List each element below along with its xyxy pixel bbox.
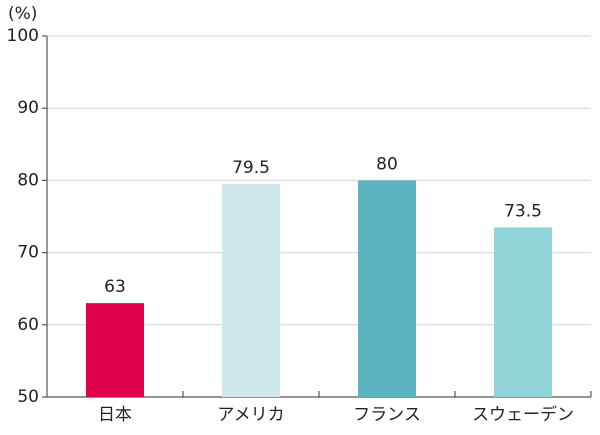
y-tick-label: 50 bbox=[17, 387, 39, 407]
bar bbox=[494, 227, 552, 397]
x-tick-label: アメリカ bbox=[217, 405, 284, 425]
y-tick-label: 90 bbox=[17, 98, 39, 118]
y-axis-label: (%) bbox=[8, 4, 37, 24]
bar bbox=[358, 180, 416, 397]
data-label: 73.5 bbox=[504, 201, 542, 221]
x-tick-label: スウェーデン bbox=[472, 404, 574, 425]
x-tick-label: フランス bbox=[353, 405, 421, 425]
data-label: 79.5 bbox=[232, 158, 270, 178]
bar bbox=[86, 303, 144, 397]
bar bbox=[222, 184, 280, 397]
y-tick-label: 70 bbox=[17, 243, 39, 263]
x-tick-label: 日本 bbox=[98, 405, 132, 425]
data-label: 63 bbox=[104, 277, 126, 297]
data-label: 80 bbox=[376, 154, 398, 174]
y-tick-label: 80 bbox=[17, 170, 39, 190]
y-tick-label: 60 bbox=[17, 315, 39, 335]
y-tick-label: 100 bbox=[7, 26, 39, 46]
